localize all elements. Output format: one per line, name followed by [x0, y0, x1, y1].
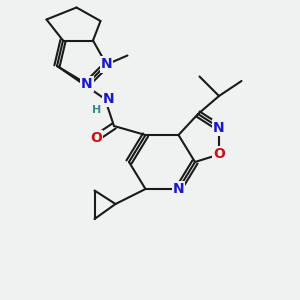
- Text: N: N: [103, 92, 114, 106]
- Text: N: N: [101, 58, 112, 71]
- Text: N: N: [81, 77, 93, 91]
- Text: N: N: [173, 182, 184, 196]
- Text: N: N: [213, 121, 225, 134]
- Text: H: H: [92, 105, 101, 116]
- Text: O: O: [213, 148, 225, 161]
- Text: O: O: [90, 131, 102, 145]
